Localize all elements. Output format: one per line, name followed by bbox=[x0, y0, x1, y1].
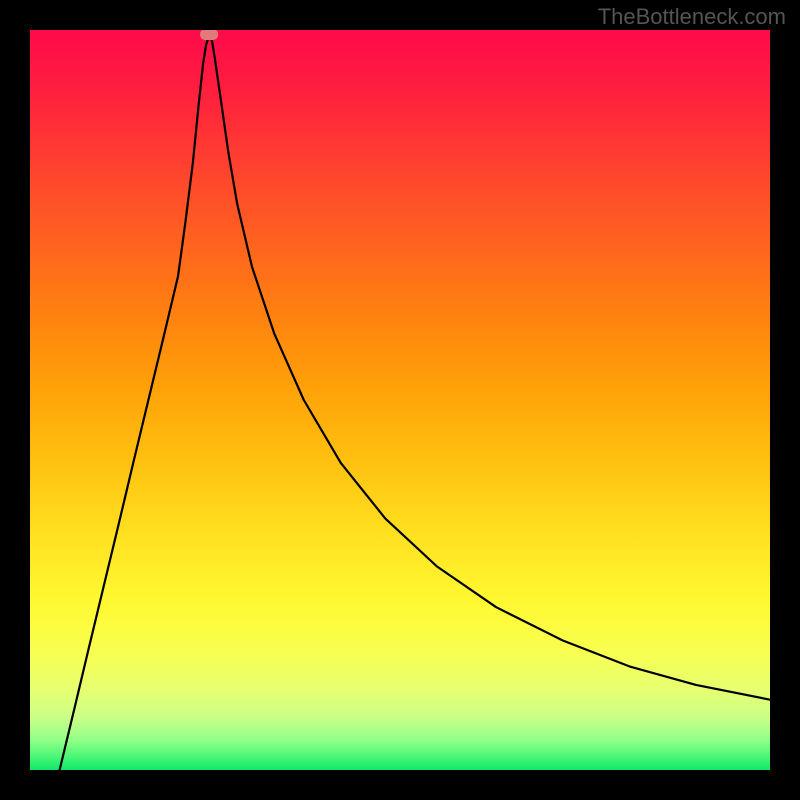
plot-area bbox=[30, 30, 770, 770]
curve-layer bbox=[30, 30, 770, 770]
bottleneck-curve bbox=[60, 36, 770, 770]
chart-stage: TheBottleneck.com bbox=[0, 0, 800, 800]
watermark-text: TheBottleneck.com bbox=[598, 4, 786, 30]
minimum-marker bbox=[200, 30, 218, 40]
